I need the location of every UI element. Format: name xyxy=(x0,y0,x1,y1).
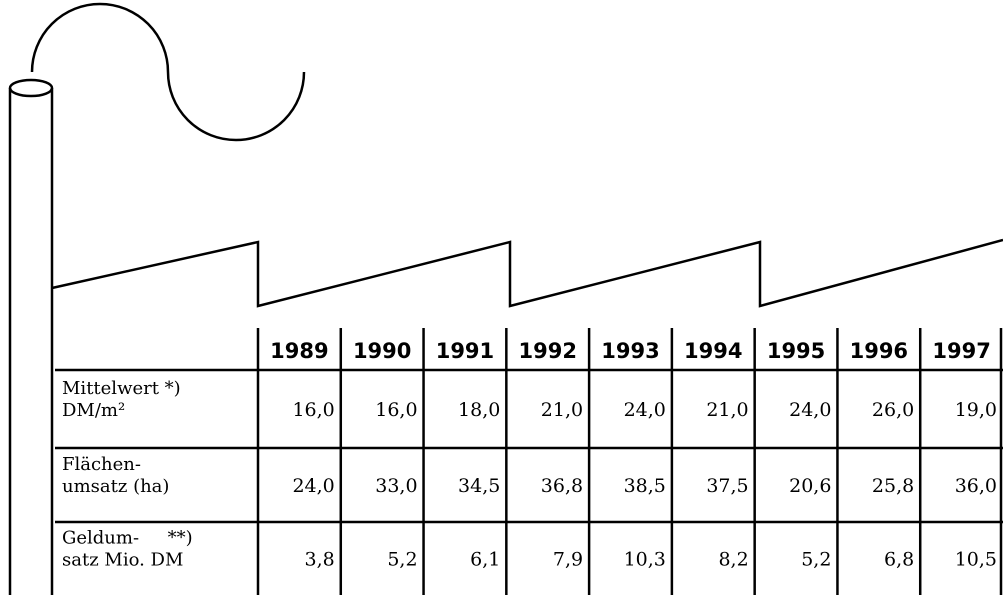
cell: 38,5 xyxy=(624,475,666,497)
cell: 16,0 xyxy=(292,399,334,421)
year-header: 1993 xyxy=(601,339,659,363)
cell: 10,5 xyxy=(955,549,997,571)
row-label: satz Mio. DM xyxy=(62,550,183,571)
row-label: Flächen- xyxy=(62,454,141,475)
year-header: 1992 xyxy=(518,339,576,363)
cell: 16,0 xyxy=(375,399,417,421)
year-header: 1990 xyxy=(353,339,411,363)
row-label: umsatz (ha) xyxy=(62,476,169,497)
cell: 20,6 xyxy=(789,475,831,497)
cell: 26,0 xyxy=(872,399,914,421)
cell: 24,0 xyxy=(292,475,334,497)
cell: 8,2 xyxy=(718,549,748,571)
year-header: 1995 xyxy=(767,339,825,363)
year-header: 1996 xyxy=(850,339,908,363)
row-label: DM/m² xyxy=(62,400,125,421)
smoke xyxy=(30,2,306,142)
cell: 10,3 xyxy=(624,549,666,571)
cell: 6,1 xyxy=(470,549,500,571)
cell: 3,8 xyxy=(305,549,335,571)
cell: 21,0 xyxy=(541,399,583,421)
cell: 24,0 xyxy=(789,399,831,421)
chimney-top xyxy=(8,78,54,98)
cell: 5,2 xyxy=(801,549,831,571)
year-header: 1994 xyxy=(684,339,742,363)
cell: 18,0 xyxy=(458,399,500,421)
cell: 34,5 xyxy=(458,475,500,497)
table: 1989 1990 1991 1992 1993 1994 1995 1996 1997 Mitt… xyxy=(55,328,1003,595)
cell: 24,0 xyxy=(624,399,666,421)
year-header: 1997 xyxy=(932,339,990,363)
factory-drawing xyxy=(8,2,1003,595)
cell: 19,0 xyxy=(955,399,997,421)
cell: 7,9 xyxy=(553,549,583,571)
year-header: 1991 xyxy=(436,339,494,363)
row-label: Mittelwert *) xyxy=(62,378,181,399)
cell: 37,5 xyxy=(706,475,748,497)
cell: 5,2 xyxy=(387,549,417,571)
cell: 33,0 xyxy=(375,475,417,497)
cell: 25,8 xyxy=(872,475,914,497)
cell: 36,0 xyxy=(955,475,997,497)
row-label: Geldum- **) xyxy=(62,528,193,549)
year-header: 1989 xyxy=(270,339,328,363)
cell: 36,8 xyxy=(541,475,583,497)
cell: 21,0 xyxy=(706,399,748,421)
cell: 6,8 xyxy=(884,549,914,571)
sawtooth-roof xyxy=(51,238,1003,308)
